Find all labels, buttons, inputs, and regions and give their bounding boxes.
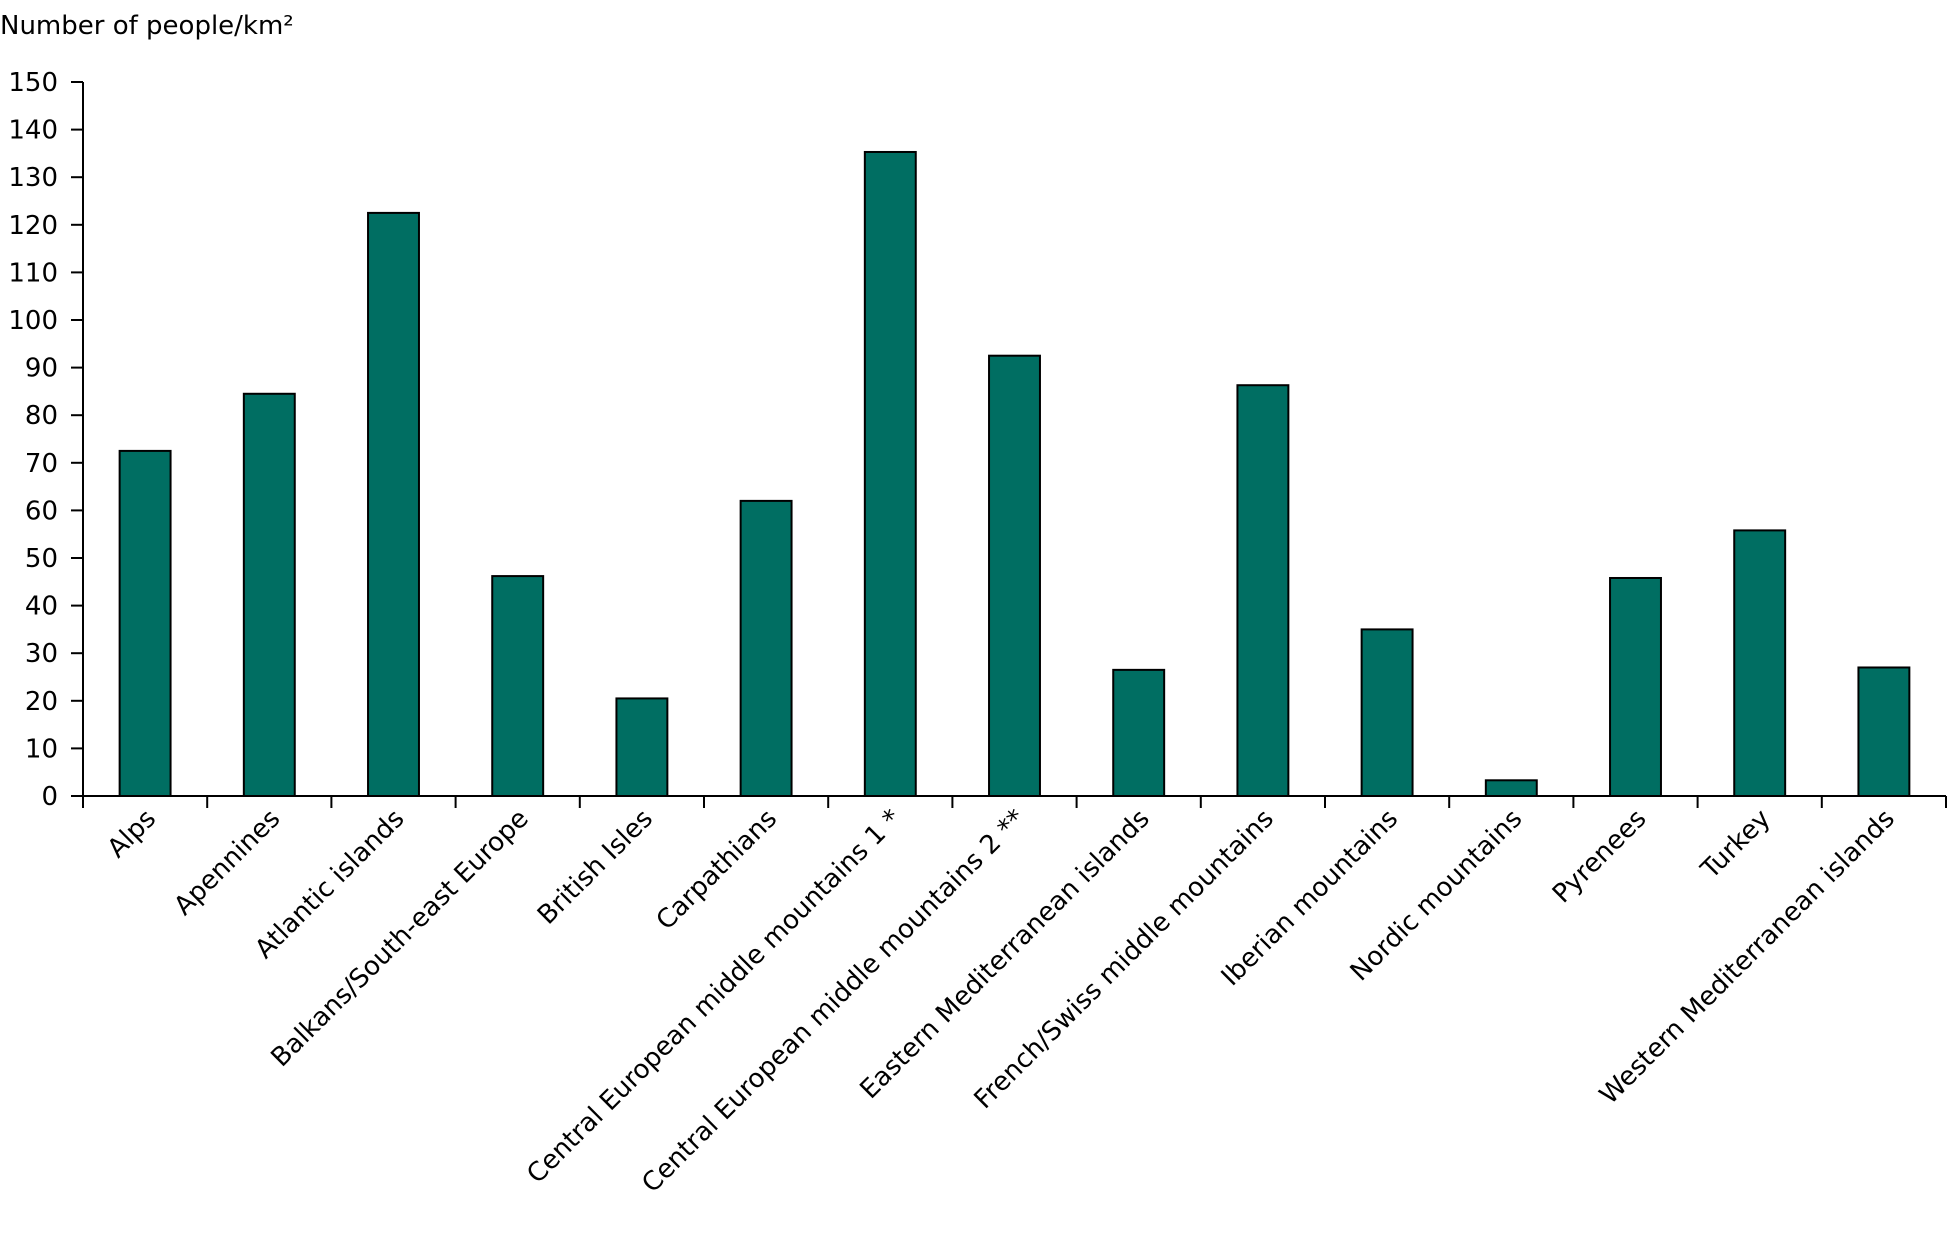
y-tick-label-150: 150 — [8, 68, 58, 98]
bar-7 — [988, 354, 1041, 797]
y-axis: 0 10 20 30 40 50 60 70 80 90 100 110 120 130 140 150 — [8, 68, 84, 812]
category-label-4: British Isles — [532, 804, 659, 931]
y-tick-label-130: 130 — [8, 163, 58, 193]
y-tick-label-30: 30 — [25, 639, 58, 669]
y-tick-label-80: 80 — [25, 401, 58, 431]
bar-6 — [863, 150, 917, 798]
bars — [118, 150, 1911, 798]
y-axis-label: Number of people/km² — [0, 11, 294, 41]
category-label-5: Carpathians — [651, 804, 783, 936]
y-tick-label-0: 0 — [41, 782, 58, 812]
y-tick-label-10: 10 — [25, 734, 58, 764]
category-label-0: Alps — [102, 804, 162, 864]
bar-2 — [367, 211, 420, 797]
bar-4 — [615, 697, 669, 797]
y-tick-label-70: 70 — [25, 449, 58, 479]
y-tick-label-60: 60 — [25, 496, 58, 526]
bar-14 — [1857, 666, 1911, 797]
category-label-1: Apennines — [169, 804, 287, 922]
y-tick-label-120: 120 — [8, 211, 58, 241]
y-tick-label-100: 100 — [8, 306, 58, 336]
y-tick-label-140: 140 — [8, 116, 58, 146]
bar-12 — [1609, 576, 1662, 797]
bar-0 — [118, 449, 172, 797]
y-tick-label-20: 20 — [25, 687, 58, 717]
bar-10 — [1360, 628, 1414, 798]
category-label-3: Balkans/South-east Europe — [266, 804, 535, 1073]
y-tick-label-90: 90 — [25, 354, 58, 384]
bar-1 — [242, 392, 296, 797]
y-tick-label-40: 40 — [25, 592, 58, 622]
category-label-12: Pyrenees — [1547, 804, 1653, 910]
bar-5 — [739, 499, 793, 797]
bar-9 — [1236, 384, 1290, 797]
bar-13 — [1733, 529, 1787, 798]
bar-3 — [491, 575, 545, 798]
bar-11 — [1484, 779, 1538, 797]
y-tick-label-110: 110 — [8, 258, 58, 288]
y-tick-label-50: 50 — [25, 544, 58, 574]
bar-8 — [1112, 668, 1166, 797]
category-label-13: Turkey — [1695, 804, 1777, 886]
